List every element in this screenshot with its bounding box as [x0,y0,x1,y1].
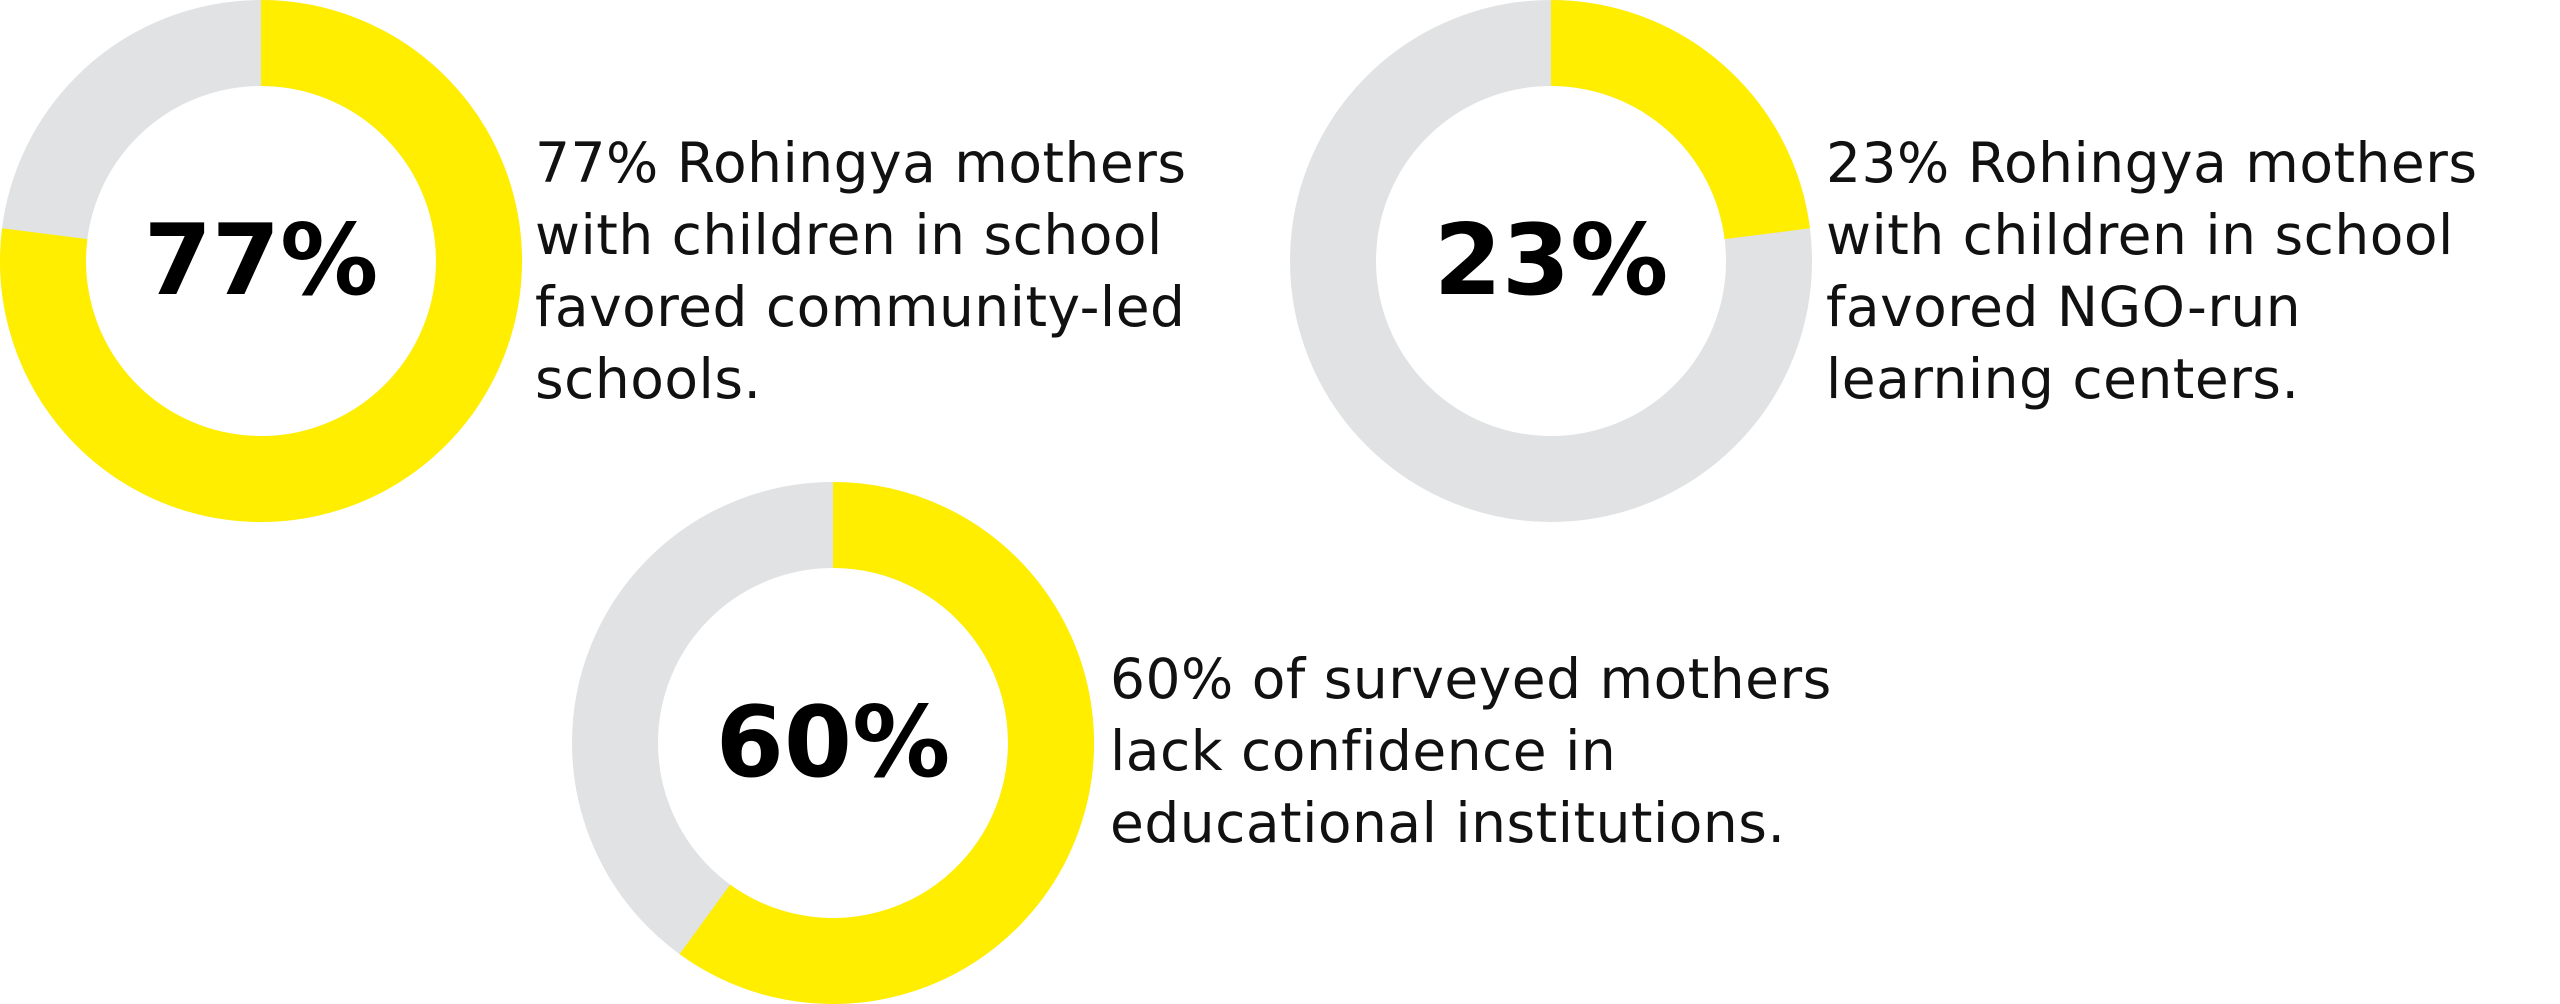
caption-line: with children in school [1826,203,2454,267]
caption-line: educational institutions. [1110,791,1786,855]
caption-line: favored community-led [535,275,1186,339]
donut-chart-ngo-run: 23% [1290,0,1812,522]
donut-chart-lack-confidence: 60% [572,482,1094,1004]
stat-caption: 23% Rohingya mothers with children in sc… [1826,127,2478,415]
donut-chart-community-led: 77% [0,0,522,522]
caption-line: favored NGO-run [1826,275,2302,339]
caption-line: learning centers. [1826,347,2300,411]
caption-line: 23% Rohingya mothers [1826,131,2478,195]
donut-filled-segment [0,0,522,522]
stat-caption: 77% Rohingya mothers with children in sc… [535,127,1187,415]
caption-line: 77% Rohingya mothers [535,131,1187,195]
caption-line: lack confidence in [1110,719,1617,783]
stat-caption: 60% of surveyed mothers lack confidence … [1110,643,1832,859]
center-percent-label: 77% [144,204,379,318]
donut-filled-segment [1550,0,1810,240]
center-percent-label: 23% [1434,204,1669,318]
donut-filled-segment [679,482,1094,1004]
caption-line: with children in school [535,203,1163,267]
center-percent-label: 60% [716,686,951,800]
caption-line: 60% of surveyed mothers [1110,647,1832,711]
caption-line: schools. [535,347,762,411]
